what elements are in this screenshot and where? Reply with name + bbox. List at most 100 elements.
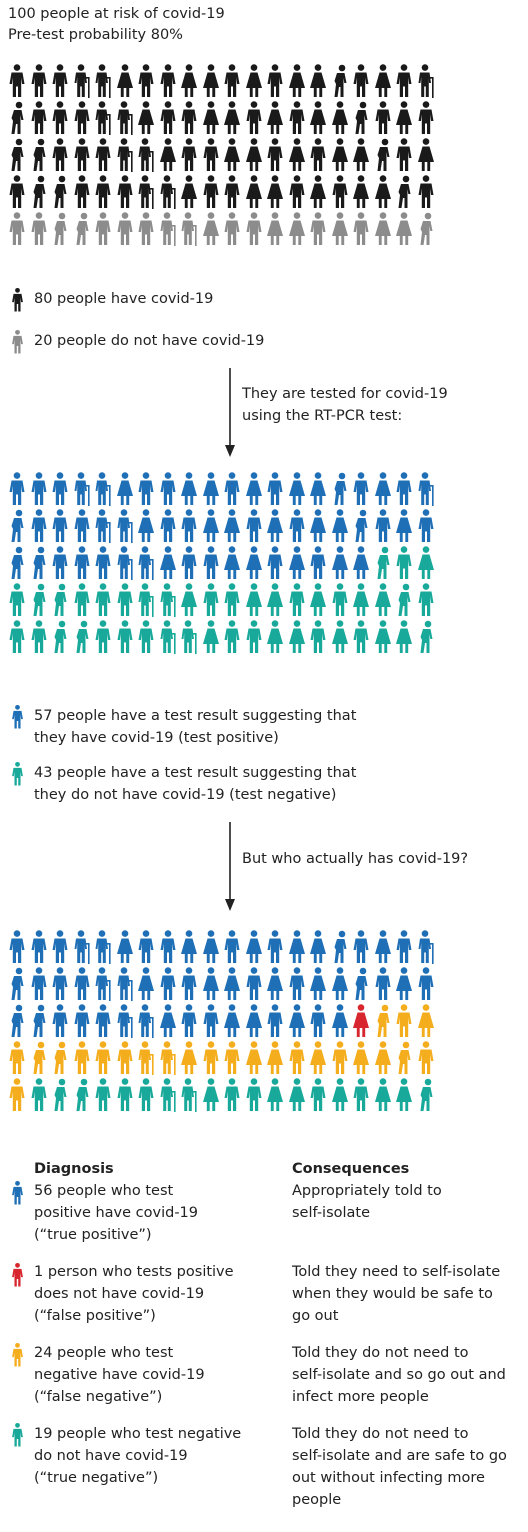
person-icon-covid	[30, 138, 48, 172]
person-icon-covid	[395, 175, 413, 209]
person-icon-test-positive	[94, 546, 112, 580]
person-icon-covid	[202, 101, 220, 135]
row3-diagnosis-line-3: (“false negative”)	[34, 1387, 162, 1408]
person-icon-covid	[245, 138, 263, 172]
person-icon-false-negative	[374, 1004, 392, 1038]
person-icon-covid	[266, 64, 284, 98]
person-icon-covid	[116, 175, 134, 209]
person-icon-test-negative	[202, 583, 220, 617]
person-icon-true-positive	[94, 1004, 112, 1038]
person-icon-no-covid	[51, 212, 69, 246]
person-icon-true-positive	[331, 967, 349, 1001]
person-icon-covid	[288, 101, 306, 135]
person-icon-test-positive	[266, 509, 284, 543]
person-icon-no-covid	[245, 212, 263, 246]
arrow-down-icon	[225, 368, 235, 458]
person-icon-true-positive	[288, 967, 306, 1001]
person-icon-true-positive	[8, 930, 26, 964]
person-icon-no-covid	[73, 212, 91, 246]
person-icon-true-positive	[30, 967, 48, 1001]
row4-diagnosis-line-3: (“true negative”)	[34, 1468, 158, 1489]
person-icon-covid	[245, 175, 263, 209]
person-icon-true-negative	[180, 1078, 198, 1112]
people-row	[8, 64, 440, 101]
person-icon-test-negative	[309, 620, 327, 654]
person-icon-true-negative	[288, 1078, 306, 1112]
person-icon-true-negative	[137, 1078, 155, 1112]
person-icon-true-positive	[223, 1004, 241, 1038]
person-icon-covid	[288, 175, 306, 209]
person-icon-test-positive	[30, 472, 48, 506]
person-icon-true-negative	[266, 1078, 284, 1112]
person-icon-test-positive	[223, 472, 241, 506]
person-icon-test-positive	[202, 546, 220, 580]
person-icon-test-positive	[116, 472, 134, 506]
person-icon-test-negative	[51, 583, 69, 617]
person-icon-true-positive	[309, 967, 327, 1001]
person-icon-covid	[116, 64, 134, 98]
person-icon-covid	[309, 138, 327, 172]
person-icon-test-negative	[352, 583, 370, 617]
people-row	[8, 1004, 440, 1041]
person-icon-test-positive	[51, 509, 69, 543]
legend-negative-line-2: they do not have covid-19 (test negative…	[34, 785, 336, 806]
person-icon-covid	[11, 287, 24, 313]
person-icon-test-negative	[223, 583, 241, 617]
person-icon-test-positive	[331, 509, 349, 543]
person-icon-test-negative	[94, 620, 112, 654]
person-icon-covid	[245, 64, 263, 98]
person-icon-covid	[223, 64, 241, 98]
person-icon-test-negative	[30, 620, 48, 654]
person-icon-no-covid	[11, 329, 24, 355]
person-icon-covid	[266, 101, 284, 135]
diagnosis-header: Diagnosis	[34, 1159, 114, 1180]
person-icon-false-negative	[395, 1004, 413, 1038]
person-icon-covid	[288, 138, 306, 172]
person-icon-true-positive	[223, 967, 241, 1001]
person-icon-covid	[94, 175, 112, 209]
person-icon-true-positive	[73, 967, 91, 1001]
person-icon-covid	[180, 175, 198, 209]
person-icon-covid	[73, 138, 91, 172]
person-icon-test-positive	[331, 472, 349, 506]
person-icon-false-negative	[202, 1041, 220, 1075]
person-icon-test-negative	[374, 583, 392, 617]
person-icon-test-negative	[223, 620, 241, 654]
person-icon-covid	[331, 64, 349, 98]
person-icon-covid	[352, 64, 370, 98]
row4-consequence-line-4: people	[292, 1490, 341, 1511]
person-icon-true-positive	[374, 967, 392, 1001]
person-icon-test-positive	[94, 509, 112, 543]
person-icon-covid	[116, 101, 134, 135]
person-icon-test-positive	[202, 472, 220, 506]
person-icon-test-positive	[266, 546, 284, 580]
person-icon-test-positive	[352, 472, 370, 506]
person-icon-true-positive	[309, 930, 327, 964]
person-icon-true-positive	[180, 1004, 198, 1038]
row2-consequence-line-2: when they would be safe to	[292, 1284, 493, 1305]
person-icon-test-positive	[417, 509, 435, 543]
people-row	[8, 967, 440, 1004]
person-icon-true-negative	[202, 1078, 220, 1112]
person-icon-test-positive	[395, 509, 413, 543]
person-icon-no-covid	[116, 212, 134, 246]
legend-positive-line-1: 57 people have a test result suggesting …	[34, 706, 356, 727]
person-icon-covid	[8, 175, 26, 209]
person-icon-true-positive	[288, 930, 306, 964]
person-icon-false-negative	[266, 1041, 284, 1075]
person-icon-test-positive	[73, 472, 91, 506]
person-icon-test-positive	[30, 509, 48, 543]
person-icon-covid	[94, 101, 112, 135]
people-row	[8, 1078, 440, 1115]
person-icon-true-positive	[116, 1004, 134, 1038]
person-icon-covid	[8, 101, 26, 135]
person-icon-no-covid	[266, 212, 284, 246]
person-icon-true-positive	[266, 930, 284, 964]
person-icon-test-negative	[417, 546, 435, 580]
person-icon-test-negative	[245, 583, 263, 617]
person-icon-no-covid	[159, 212, 177, 246]
person-icon-true-positive	[94, 930, 112, 964]
person-icon-no-covid	[395, 212, 413, 246]
person-icon-covid	[94, 64, 112, 98]
person-icon-true-positive	[245, 930, 263, 964]
